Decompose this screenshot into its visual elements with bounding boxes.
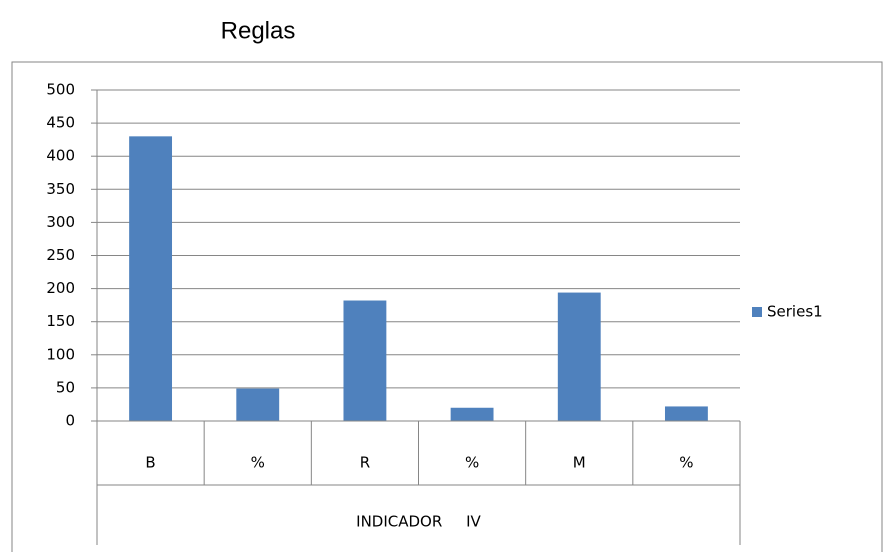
x-tick-label: M [573, 454, 586, 472]
x-tick-label: % [251, 454, 265, 472]
y-tick-label: 250 [46, 246, 75, 264]
y-tick-label: 350 [46, 180, 75, 198]
y-tick-label: 400 [46, 147, 75, 165]
x-group-label: INDICADOR IV [356, 513, 481, 531]
y-tick-label: 100 [46, 345, 75, 363]
x-tick-label: B [145, 454, 155, 472]
y-tick-label: 300 [46, 213, 75, 231]
x-tick-label: % [465, 454, 479, 472]
y-tick-label: 150 [46, 312, 75, 330]
legend-swatch [752, 307, 762, 317]
bar [664, 406, 708, 421]
y-tick-label: 500 [46, 81, 75, 99]
chart-frame [11, 61, 883, 552]
x-tick-label: R [360, 454, 370, 472]
chart-title: Reglas [221, 17, 296, 44]
bar [450, 407, 494, 421]
bar [557, 292, 601, 421]
y-tick-label: 200 [46, 279, 75, 297]
y-tick-label: 50 [56, 378, 75, 396]
x-tick-label: % [679, 454, 693, 472]
bar [343, 300, 387, 421]
legend-label: Series1 [767, 303, 823, 321]
y-tick-label: 450 [46, 114, 75, 132]
bar [236, 388, 280, 421]
bar [129, 136, 173, 421]
y-tick-label: 0 [65, 412, 75, 430]
